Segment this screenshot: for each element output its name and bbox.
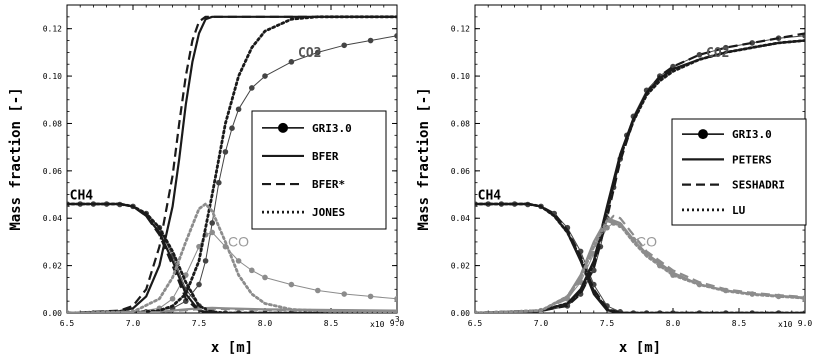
species-label-ch4: CH4	[478, 188, 502, 203]
x-tick-label: 7.0	[126, 319, 141, 328]
y-tick-label: 0.00	[43, 309, 62, 318]
chart-panel-1: 6.5 7.0 7.5 8.0 8.5 9.0 0.00 0.02 0.04 0.06 0.08 0.…	[8, 4, 405, 356]
data-point	[209, 229, 215, 236]
y-tick-label: 0.06	[43, 167, 62, 176]
x-axis-label: x [m]	[211, 340, 253, 356]
data-point	[394, 33, 397, 39]
data-point	[249, 267, 255, 274]
x-tick-label: 8.5	[732, 319, 747, 328]
legend-box	[671, 118, 807, 226]
x-tick-label: 7.5	[600, 319, 615, 328]
legend-label: PETERS	[732, 153, 772, 166]
data-point	[262, 274, 268, 281]
series-line-jones-ch4	[67, 202, 397, 313]
legend-label: BFER*	[312, 178, 345, 191]
data-point	[169, 295, 176, 302]
x-tick-label: 7.0	[534, 319, 549, 328]
legend-label: GRI3.0	[732, 128, 772, 141]
chart-panel-2: 6.5 7.0 7.5 8.0 8.5 9.0 0.00 0.02 0.04 0.06 0.08 0.…	[416, 4, 813, 356]
data-point	[315, 287, 321, 294]
data-point	[216, 179, 222, 186]
y-tick-label: 0.04	[451, 214, 470, 223]
series-line-seshadri-co	[475, 214, 805, 313]
y-tick-label: 0.12	[451, 25, 470, 34]
x-tick-label: 8.0	[258, 319, 273, 328]
legend: GRI3.0 BFER BFER* JONES	[251, 110, 387, 230]
data-point	[229, 125, 235, 131]
y-tick-label: 0.10	[43, 72, 62, 81]
series-line-lu-co	[475, 219, 805, 313]
x-tick-label: 6.5	[60, 319, 75, 328]
legend-label: JONES	[312, 206, 345, 219]
data-point	[288, 281, 295, 288]
species-label-co2: CO2	[298, 46, 321, 61]
series-line-bfer-co2	[67, 15, 397, 313]
data-point	[209, 220, 215, 226]
y-tick-label: 0.10	[451, 72, 470, 81]
data-point	[235, 106, 242, 113]
data-point	[315, 49, 321, 56]
x-tick-label: 8.5	[324, 319, 339, 328]
data-point	[235, 258, 242, 264]
series-line-lu-ch4	[475, 202, 805, 313]
legend-box	[251, 110, 387, 230]
data-point	[367, 37, 374, 44]
x-tick-label: 6.5	[468, 319, 483, 328]
x-axis-label: x [m]	[619, 340, 661, 356]
legend-label: LU	[732, 204, 746, 217]
y-tick-label: 0.00	[451, 309, 470, 318]
y-axis-label: Mass fraction [-]	[416, 87, 432, 230]
series-line-lu-co2	[475, 39, 805, 313]
y-tick-label: 0.04	[43, 214, 62, 223]
x-multiplier-label: x10	[370, 320, 385, 329]
species-label-co: CO	[636, 234, 657, 250]
x-multiplier-label: x10	[778, 320, 793, 329]
series-line-jones-co	[67, 202, 397, 313]
series-group	[475, 32, 805, 313]
data-point	[723, 44, 729, 51]
series-line-gri30-co	[67, 231, 397, 313]
data-point	[341, 42, 348, 49]
species-label-co2: CO2	[706, 46, 729, 61]
species-label-ch4: CH4	[70, 188, 94, 203]
legend-label: BFER	[312, 150, 339, 163]
species-label-co: CO	[228, 234, 249, 250]
series-line-peters-co	[475, 217, 805, 313]
series-line-seshadri-co2	[475, 32, 805, 313]
data-point	[367, 293, 374, 300]
data-point	[288, 59, 295, 65]
y-tick-label: 0.02	[43, 262, 62, 271]
data-point	[749, 40, 755, 46]
series-line-bfer-co2	[67, 15, 397, 313]
y-tick-label: 0.08	[451, 119, 470, 128]
data-point	[196, 281, 202, 288]
x-multiplier-exponent: -3	[390, 315, 400, 324]
data-point	[249, 85, 255, 91]
x-tick-label: 8.0	[666, 319, 681, 328]
legend: GRI3.0 PETERS SESHADRI LU	[671, 118, 807, 226]
y-tick-label: 0.12	[43, 25, 62, 34]
x-tick-label: 9.0	[798, 319, 813, 328]
legend-label: SESHADRI	[732, 179, 785, 192]
data-point	[222, 149, 229, 155]
y-tick-label: 0.02	[451, 262, 470, 271]
data-point	[394, 295, 397, 302]
y-tick-label: 0.06	[451, 167, 470, 176]
legend-marker	[698, 129, 708, 140]
y-tick-label: 0.08	[43, 119, 62, 128]
legend-marker	[278, 122, 288, 133]
series-line-jones-co2	[67, 15, 397, 313]
x-tick-label: 9.0	[390, 319, 405, 328]
data-point	[696, 51, 703, 58]
series-group	[67, 15, 397, 313]
data-point	[341, 291, 348, 297]
x-tick-label: 7.5	[192, 319, 207, 328]
data-point	[262, 73, 268, 79]
y-axis-label: Mass fraction [-]	[8, 87, 24, 230]
legend-label: GRI3.0	[312, 122, 352, 135]
data-point	[202, 258, 209, 264]
